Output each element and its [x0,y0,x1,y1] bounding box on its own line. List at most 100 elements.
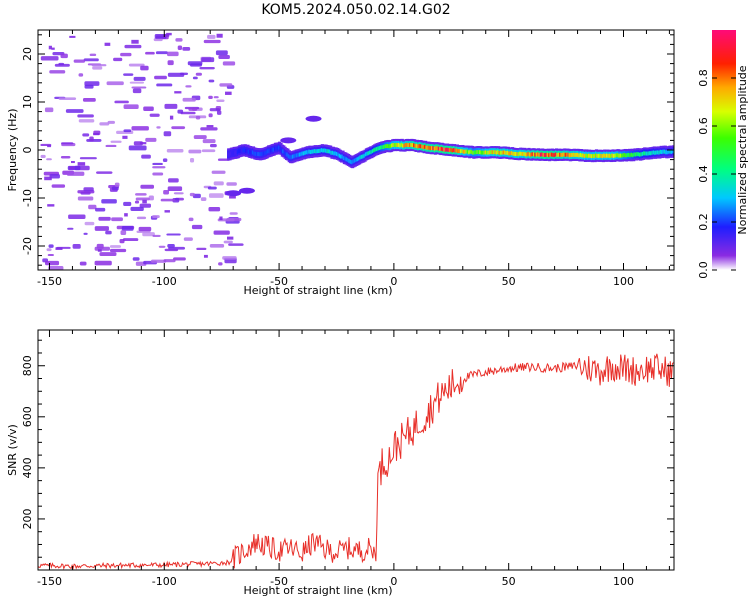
noise-patch [218,55,230,59]
noise-patch [154,75,167,80]
noise-patch [48,265,64,270]
noise-patch [168,178,179,183]
noise-patch [123,201,132,207]
noise-patch [66,171,85,176]
noise-patch [139,142,147,145]
noise-patch [142,232,155,237]
y-tick-label: 600 [21,406,34,427]
noise-patch [150,259,167,263]
noise-patch [128,145,147,151]
noise-patch [94,260,112,266]
noise-patch [179,72,189,75]
noise-patch [111,186,119,191]
noise-patch [217,158,230,161]
noise-patch [109,245,121,248]
x-tick-label: -150 [37,275,62,288]
noise-patch [45,260,60,266]
noise-patch [167,186,183,191]
noise-patch [119,238,125,244]
noise-patch [218,262,223,266]
noise-patch [183,237,193,241]
noise-patch [68,214,86,219]
noise-patch [156,126,161,129]
noise-patch [114,100,129,104]
noise-patch [82,133,90,137]
noise-patch [89,53,97,57]
noise-patch [180,111,196,115]
noise-patch [78,119,95,123]
x-tick-label: 100 [613,575,634,588]
noise-patch [131,126,149,131]
noise-patch [209,144,217,148]
noise-patch [166,149,184,153]
noise-patch [40,154,46,159]
noise-patch [213,181,224,186]
noise-patch [49,174,60,179]
noise-patch [133,76,146,81]
noise-patch [145,51,155,55]
noise-patch [149,113,160,117]
noise-patch [83,58,99,62]
noise-patch [173,192,184,195]
noise-patch [189,192,195,197]
noise-patch [187,61,203,66]
noise-patch [48,45,52,50]
chart-title: KOM5.2024.050.02.14.G02 [261,2,451,18]
colorbar-label: Normalized spectral amplitude [736,65,749,234]
noise-patch [209,244,225,248]
noise-patch [140,65,149,71]
noise-patch [93,133,100,136]
x-tick-label: -50 [270,575,288,588]
noise-patch [128,63,145,67]
noise-patch [208,193,224,198]
noise-patch [200,127,218,131]
x-tick-label: -50 [270,275,288,288]
noise-patch [153,38,163,42]
x-tick-label: -150 [37,575,62,588]
noise-patch [105,230,112,235]
noise-patch [195,72,202,76]
noise-patch [192,76,198,80]
colorbar-gradient [712,30,736,270]
noise-patch [123,73,134,76]
noise-patch [131,86,147,89]
noise-patch [71,161,75,164]
noise-patch [152,234,161,237]
noise-patch [77,196,94,201]
noise-patch [167,60,174,66]
noise-patch [208,79,215,83]
noise-patch [136,216,147,220]
y-tick-label: 200 [21,508,34,529]
noise-patch [152,172,164,176]
noise-patch [91,64,107,67]
x-axis-label: Height of straight line (km) [243,284,392,297]
noise-patch [132,88,142,94]
noise-patch [152,166,166,169]
noise-patch [95,207,106,212]
noise-patch [92,66,103,70]
noise-patch [123,129,132,133]
noise-patch [105,144,117,148]
noise-patch [200,197,207,202]
noise-patch [166,233,181,236]
noise-patch [131,39,139,44]
noise-patch [96,171,113,174]
noise-patch [44,107,54,113]
y-tick-label: -20 [21,237,34,255]
noise-patch [78,73,84,77]
colorbar-tick-label: 0.8 [697,69,710,87]
noise-patch [215,50,228,56]
noise-patch [107,120,115,124]
noise-patch [162,158,168,163]
spectral-blob [305,115,322,122]
noise-patch [222,256,237,260]
noise-patch [134,200,140,204]
noise-patch [106,81,124,86]
x-tick-label: 0 [390,275,397,288]
noise-patch [228,243,244,246]
noise-patch [219,216,223,221]
noise-patch [156,83,173,87]
noise-patch [121,225,134,231]
noise-patch [60,53,68,59]
